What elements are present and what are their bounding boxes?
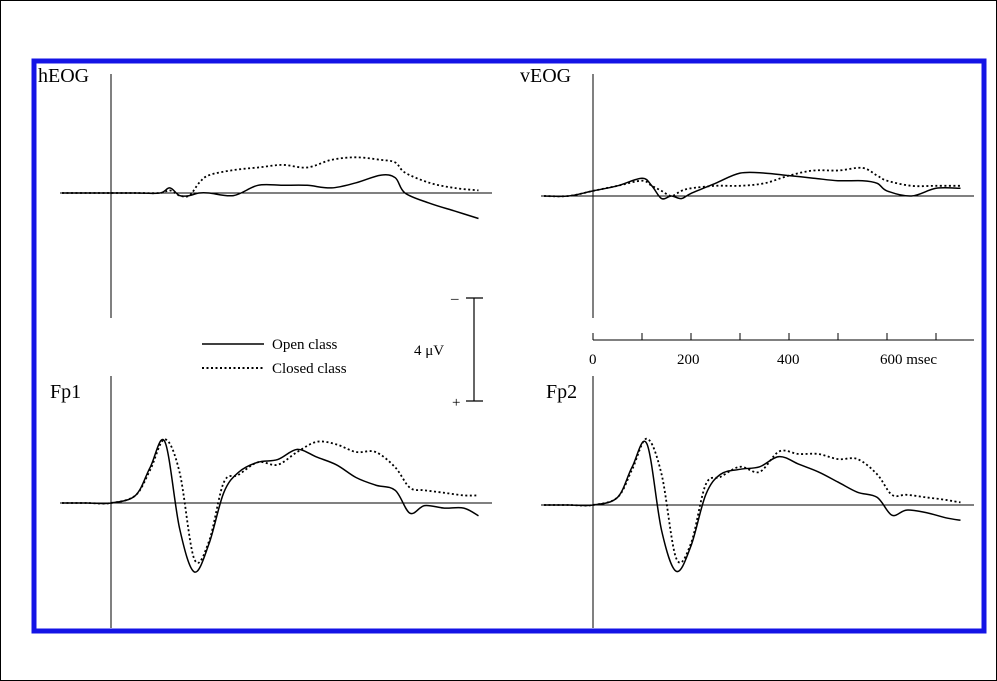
- legend: Open class Closed class: [202, 337, 347, 377]
- panel-title-fp2: Fp2: [546, 381, 577, 403]
- panel-fp2-series-open-class: [544, 440, 961, 573]
- panel-title-heog: hEOG: [38, 65, 89, 87]
- time-tick-label: 400: [777, 352, 800, 368]
- panel-fp1-series-open-class: [62, 438, 479, 573]
- panel-fp1: [60, 376, 492, 628]
- time-tick-label: 0: [589, 352, 597, 368]
- time-tick-label: 200: [677, 352, 700, 368]
- panel-fp2: [541, 376, 974, 628]
- time-tick-label: 600 msec: [880, 352, 937, 368]
- scale-bar-positive-sign: +: [452, 395, 460, 411]
- time-axis-ticks: [592, 333, 937, 340]
- panel-fp2-series-closed-class: [544, 437, 961, 564]
- panel-title-fp1: Fp1: [50, 381, 81, 403]
- panel-veog-series-open-class: [543, 171, 961, 200]
- scale-bar-label: 4 μV: [414, 343, 444, 359]
- panel-veog: [541, 74, 974, 318]
- scale-bar-negative-sign: –: [450, 291, 459, 307]
- legend-label-open-class: Open class: [272, 337, 338, 353]
- panel-heog: [60, 74, 492, 318]
- scale-bar: – + 4 μV: [414, 291, 483, 411]
- figure-frame: [31, 58, 987, 634]
- time-axis: 0 200 400 600 msec: [589, 333, 974, 368]
- panel-heog-series-open-class: [62, 174, 479, 220]
- panel-title-veog: vEOG: [520, 65, 571, 87]
- panels: [60, 74, 974, 628]
- legend-label-closed-class: Closed class: [272, 361, 347, 377]
- panel-heog-series-closed-class: [62, 156, 479, 198]
